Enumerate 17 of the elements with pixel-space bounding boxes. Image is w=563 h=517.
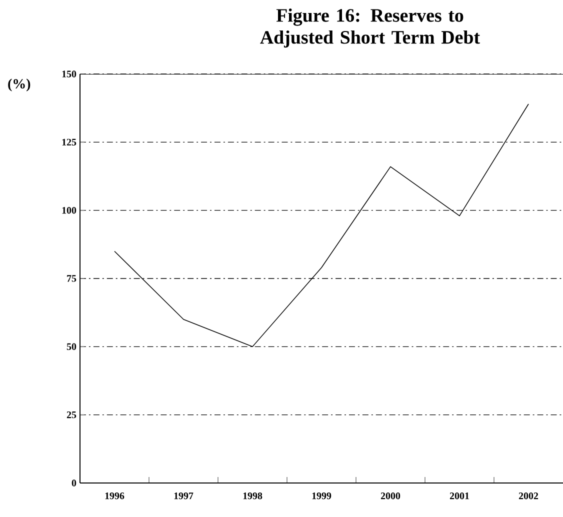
x-tick-label: 1996 xyxy=(105,492,124,500)
y-tick-label: 150 xyxy=(62,70,76,78)
y-tick-label: 75 xyxy=(67,275,76,282)
y-tick-label: 100 xyxy=(62,206,76,214)
y-tick-label: 0 xyxy=(72,480,76,486)
y-tick-label: 125 xyxy=(62,138,76,146)
x-tick-label: 2000 xyxy=(380,492,400,500)
x-tick-label: 1999 xyxy=(312,492,332,500)
x-tick-label: 1998 xyxy=(243,492,262,500)
y-tick-label: 50 xyxy=(66,343,76,350)
y-tick-label: 25 xyxy=(66,411,76,418)
x-tick-label: 1997 xyxy=(174,492,194,500)
y-axis-title: (%) xyxy=(8,78,30,92)
line-series xyxy=(114,104,529,348)
x-tick-label: 2001 xyxy=(450,492,469,500)
chart-title: Figure 16: Reserves to Adjusted Short Term Debt xyxy=(260,8,480,48)
x-tick-label: 2002 xyxy=(518,492,538,500)
